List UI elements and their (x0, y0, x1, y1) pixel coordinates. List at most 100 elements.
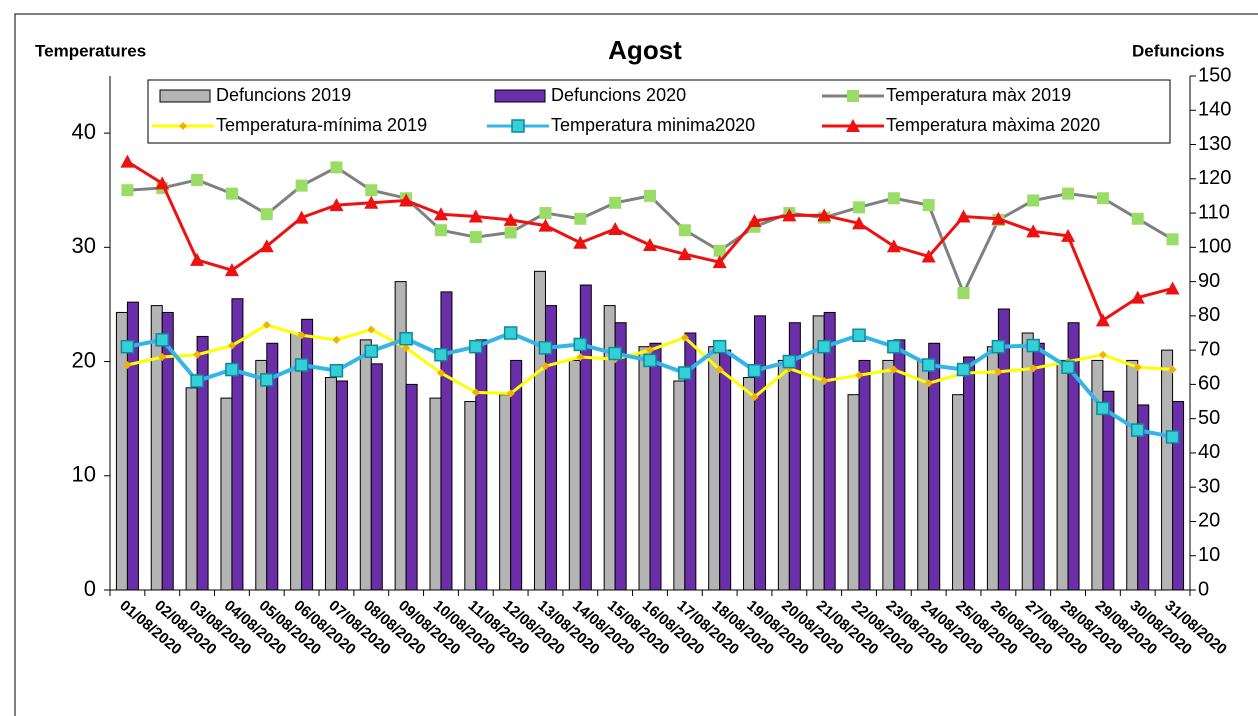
bar (1021, 332, 1034, 591)
y2-axis-label: Defuncions (1132, 41, 1225, 60)
legend-swatch (159, 89, 211, 103)
y2-tick-label: 10 (1198, 544, 1220, 566)
y-tick-label: 40 (72, 119, 96, 144)
legend-marker (846, 119, 860, 132)
marker (539, 207, 552, 220)
marker (991, 211, 1006, 225)
marker (364, 195, 379, 209)
marker (330, 161, 343, 174)
bar (614, 322, 627, 591)
marker (957, 287, 970, 300)
marker (193, 350, 202, 359)
marker (297, 331, 306, 340)
marker (225, 362, 239, 377)
marker (538, 341, 553, 355)
marker (225, 187, 238, 200)
y2-tick-label: 110 (1198, 201, 1230, 223)
bar (510, 359, 523, 591)
bar (754, 315, 767, 591)
bar (499, 394, 512, 591)
bar (429, 397, 442, 591)
marker (573, 235, 588, 249)
marker (1168, 365, 1177, 374)
bar (115, 311, 128, 591)
y-axis-label: Temperatures (35, 41, 146, 60)
marker (506, 389, 515, 398)
marker (190, 252, 205, 266)
bar (1172, 401, 1185, 591)
marker (123, 360, 132, 369)
marker (434, 347, 448, 362)
bar (359, 339, 372, 591)
marker (921, 249, 936, 263)
marker (329, 198, 344, 212)
bar (743, 377, 756, 591)
marker (471, 388, 480, 397)
bar (997, 308, 1010, 591)
marker (191, 173, 204, 186)
bar (917, 359, 930, 591)
y-tick-label: 0 (84, 576, 96, 601)
y2-tick-label: 30 (1198, 475, 1220, 497)
marker (678, 224, 691, 237)
marker (1096, 401, 1110, 416)
marker (1165, 430, 1180, 444)
marker (1096, 192, 1109, 205)
bar (788, 322, 801, 591)
legend-marker (847, 90, 859, 102)
bar (475, 339, 488, 591)
marker (574, 212, 587, 225)
marker (1130, 423, 1145, 437)
marker (855, 371, 864, 380)
marker (608, 346, 622, 361)
bar (1032, 342, 1045, 591)
y2-tick-label: 70 (1198, 338, 1220, 360)
marker (576, 352, 585, 361)
legend-label: Temperatura minima2020 (551, 115, 755, 135)
marker (1027, 194, 1040, 207)
legend-label: Temperatura màxima 2020 (886, 115, 1100, 135)
y2-tick-label: 60 (1198, 373, 1220, 395)
marker (434, 224, 447, 237)
bar (579, 284, 592, 591)
marker (782, 208, 797, 222)
marker (503, 212, 518, 226)
marker (260, 208, 273, 221)
bar (301, 318, 314, 591)
y2-tick-label: 100 (1198, 236, 1231, 258)
marker (262, 321, 271, 330)
bar (1161, 349, 1174, 591)
marker (747, 214, 762, 228)
bar (649, 342, 662, 591)
marker (678, 366, 692, 380)
bar (568, 359, 581, 591)
marker (367, 325, 376, 334)
marker (750, 392, 759, 401)
marker (1165, 281, 1180, 295)
marker (260, 373, 274, 387)
marker (365, 184, 378, 197)
legend-label: Defuncions 2020 (551, 85, 686, 105)
marker (646, 346, 654, 355)
bar (673, 380, 686, 591)
y-tick-label: 30 (72, 233, 96, 258)
legend-label: Temperatura-mínima 2019 (216, 115, 427, 135)
marker (852, 216, 867, 230)
marker (608, 222, 623, 236)
marker (155, 176, 170, 190)
marker (120, 339, 135, 354)
bar (220, 397, 233, 591)
y-tick-label: 20 (72, 347, 96, 372)
y2-tick-label: 90 (1198, 270, 1220, 292)
marker (259, 239, 274, 253)
marker (541, 362, 550, 371)
marker (399, 331, 413, 346)
y2-tick-label: 140 (1198, 99, 1231, 121)
legend-marker (511, 119, 525, 133)
marker (1130, 290, 1145, 304)
marker (329, 363, 344, 378)
marker (1061, 360, 1075, 375)
bar (882, 359, 895, 591)
marker (643, 353, 657, 368)
